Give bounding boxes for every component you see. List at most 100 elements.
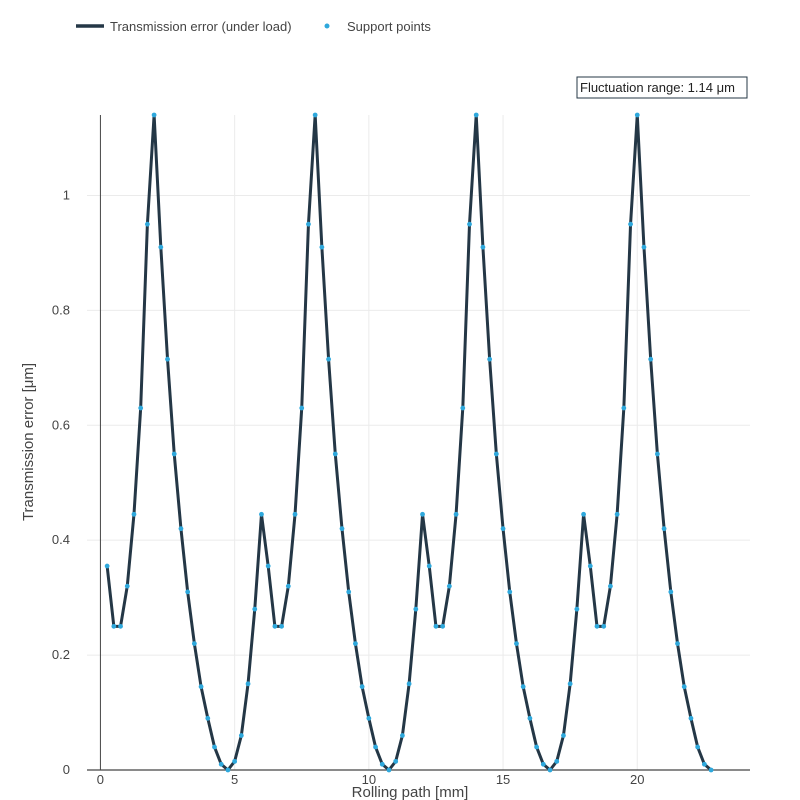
support-point[interactable] xyxy=(587,563,593,569)
support-point[interactable] xyxy=(507,589,513,595)
legend[interactable]: Transmission error (under load) Support … xyxy=(76,19,431,34)
support-point[interactable] xyxy=(111,623,117,629)
support-point[interactable] xyxy=(138,405,144,411)
support-point[interactable] xyxy=(433,623,439,629)
support-point[interactable] xyxy=(695,744,701,750)
support-point[interactable] xyxy=(668,589,674,595)
support-point[interactable] xyxy=(688,715,694,721)
support-point[interactable] xyxy=(594,623,600,629)
support-point[interactable] xyxy=(218,761,224,767)
support-point[interactable] xyxy=(675,641,680,646)
support-point[interactable] xyxy=(245,681,251,687)
support-point[interactable] xyxy=(171,451,177,457)
support-point[interactable] xyxy=(178,526,184,532)
support-point[interactable] xyxy=(232,758,238,764)
support-point[interactable] xyxy=(406,681,412,687)
support-point[interactable] xyxy=(346,589,352,595)
support-point[interactable] xyxy=(426,563,432,569)
support-point[interactable] xyxy=(520,684,526,690)
y-tick-label: 0.6 xyxy=(52,417,70,432)
support-point[interactable] xyxy=(252,606,258,612)
support-point[interactable] xyxy=(299,405,305,411)
series-line xyxy=(105,113,713,772)
support-point[interactable] xyxy=(353,641,358,646)
support-point[interactable] xyxy=(661,526,667,532)
support-point[interactable] xyxy=(165,356,170,362)
support-point[interactable] xyxy=(493,451,499,457)
support-point[interactable] xyxy=(480,244,486,250)
support-point[interactable] xyxy=(621,405,627,411)
support-point[interactable] xyxy=(326,356,331,362)
support-point[interactable] xyxy=(460,405,466,411)
support-point[interactable] xyxy=(701,761,707,767)
support-point[interactable] xyxy=(547,767,553,773)
support-point[interactable] xyxy=(574,606,580,612)
support-point[interactable] xyxy=(118,623,123,629)
support-point[interactable] xyxy=(681,684,687,690)
support-point[interactable] xyxy=(654,451,660,457)
support-point[interactable] xyxy=(158,244,164,250)
support-point[interactable] xyxy=(212,744,217,750)
series-line-path xyxy=(105,113,713,772)
support-point[interactable] xyxy=(527,715,533,721)
support-point[interactable] xyxy=(185,589,191,595)
support-point[interactable] xyxy=(540,761,546,767)
legend-item-line[interactable]: Transmission error (under load) xyxy=(110,19,292,34)
support-point[interactable] xyxy=(601,623,607,629)
support-point[interactable] xyxy=(453,511,459,517)
support-point[interactable] xyxy=(567,681,573,687)
support-point[interactable] xyxy=(339,526,345,532)
y-tick-label: 0 xyxy=(63,762,70,777)
support-point[interactable] xyxy=(648,356,654,362)
support-point[interactable] xyxy=(104,563,110,569)
support-point[interactable] xyxy=(124,583,130,589)
support-point[interactable] xyxy=(292,511,298,517)
support-point[interactable] xyxy=(614,511,620,517)
support-point[interactable] xyxy=(131,511,137,517)
support-point[interactable] xyxy=(272,623,278,629)
support-point[interactable] xyxy=(446,583,452,589)
support-point[interactable] xyxy=(151,112,157,118)
support-point[interactable] xyxy=(467,221,472,227)
support-point[interactable] xyxy=(259,511,264,517)
support-point[interactable] xyxy=(500,526,506,532)
support-point[interactable] xyxy=(487,356,493,362)
support-point[interactable] xyxy=(534,744,540,750)
x-tick-label: 5 xyxy=(231,772,238,787)
support-point[interactable] xyxy=(225,767,231,773)
support-point[interactable] xyxy=(608,583,613,589)
support-point[interactable] xyxy=(279,623,285,629)
support-point[interactable] xyxy=(393,758,399,764)
support-point[interactable] xyxy=(561,733,566,738)
support-point[interactable] xyxy=(514,641,519,646)
support-point[interactable] xyxy=(399,733,405,738)
support-point[interactable] xyxy=(366,715,372,721)
support-point[interactable] xyxy=(191,641,197,646)
support-point[interactable] xyxy=(420,511,425,517)
support-point[interactable] xyxy=(628,221,633,227)
support-point[interactable] xyxy=(144,221,150,227)
support-point[interactable] xyxy=(708,767,714,773)
support-point[interactable] xyxy=(205,715,211,721)
support-point[interactable] xyxy=(581,511,586,517)
y-axis-title: Transmission error [μm] xyxy=(20,363,37,521)
support-point[interactable] xyxy=(312,112,318,118)
legend-item-points[interactable]: Support points xyxy=(347,19,431,34)
support-point[interactable] xyxy=(373,744,378,750)
support-point[interactable] xyxy=(306,221,311,227)
support-point[interactable] xyxy=(413,606,419,612)
support-point[interactable] xyxy=(238,733,244,738)
support-point[interactable] xyxy=(440,623,446,629)
support-point[interactable] xyxy=(332,451,338,457)
support-point[interactable] xyxy=(265,563,271,569)
support-point[interactable] xyxy=(473,112,479,118)
support-point[interactable] xyxy=(319,244,325,250)
support-point[interactable] xyxy=(359,684,365,690)
support-point[interactable] xyxy=(379,761,385,767)
support-point[interactable] xyxy=(285,583,291,589)
support-point[interactable] xyxy=(198,684,204,690)
support-point[interactable] xyxy=(641,244,647,250)
support-point[interactable] xyxy=(634,112,640,118)
support-point[interactable] xyxy=(386,767,392,773)
support-point[interactable] xyxy=(554,758,560,764)
